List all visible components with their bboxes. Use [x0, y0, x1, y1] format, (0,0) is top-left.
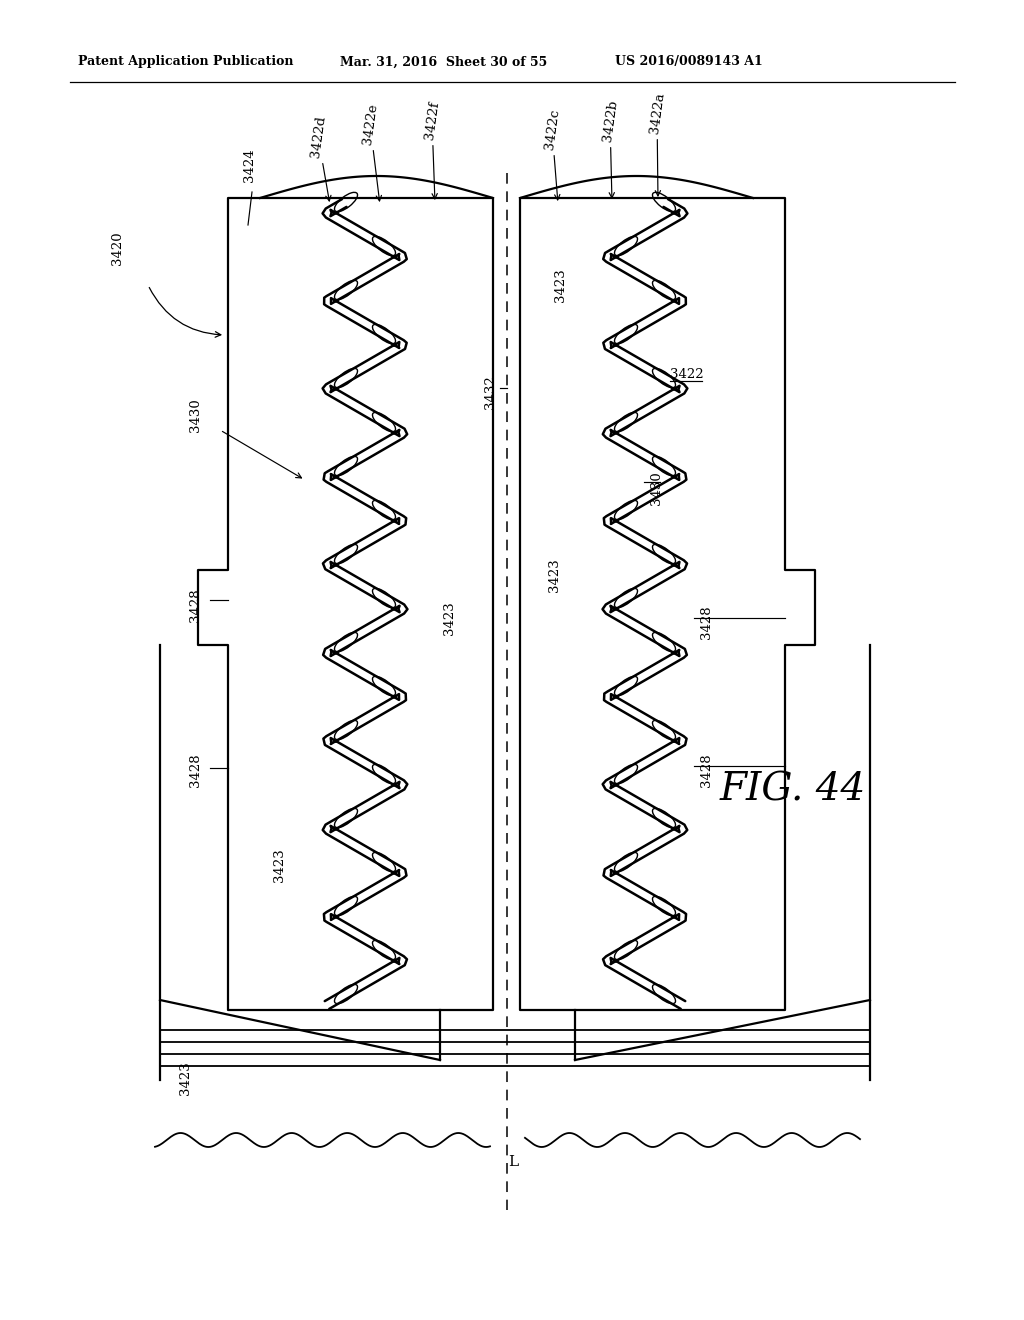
Text: US 2016/0089143 A1: US 2016/0089143 A1	[615, 55, 763, 69]
Text: 3422d: 3422d	[308, 115, 331, 201]
Text: 3430: 3430	[189, 399, 203, 432]
Text: 3423: 3423	[443, 601, 456, 635]
Text: L: L	[508, 1155, 518, 1170]
Text: 3423: 3423	[554, 268, 567, 302]
Text: FIG. 44: FIG. 44	[720, 771, 866, 808]
Text: 3430: 3430	[650, 471, 663, 504]
Text: 3422: 3422	[670, 368, 703, 381]
Text: Patent Application Publication: Patent Application Publication	[78, 55, 294, 69]
Text: 3432: 3432	[484, 375, 497, 409]
Text: 3423: 3423	[273, 849, 287, 882]
Text: 3422b: 3422b	[601, 99, 620, 198]
Text: 3422c: 3422c	[543, 108, 561, 199]
Text: 3422f: 3422f	[423, 100, 441, 199]
Text: 3428: 3428	[700, 605, 713, 639]
Text: 3423: 3423	[178, 1061, 191, 1094]
Text: 3428: 3428	[700, 754, 713, 787]
Text: 3428: 3428	[189, 754, 203, 787]
Text: 3422e: 3422e	[360, 102, 382, 201]
Text: 3428: 3428	[189, 589, 203, 622]
Text: 3423: 3423	[548, 558, 561, 591]
Text: Mar. 31, 2016  Sheet 30 of 55: Mar. 31, 2016 Sheet 30 of 55	[340, 55, 547, 69]
Text: 3420: 3420	[112, 231, 125, 265]
Text: 3422a: 3422a	[647, 91, 667, 195]
Text: 3424: 3424	[244, 148, 256, 182]
